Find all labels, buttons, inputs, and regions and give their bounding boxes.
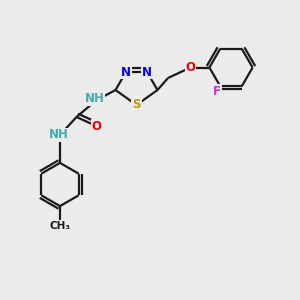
Text: O: O bbox=[185, 61, 196, 74]
Text: NH: NH bbox=[85, 92, 104, 106]
Text: N: N bbox=[142, 65, 152, 79]
Text: S: S bbox=[132, 98, 141, 112]
Text: NH: NH bbox=[49, 128, 68, 142]
Text: F: F bbox=[213, 85, 221, 98]
Text: N: N bbox=[121, 65, 131, 79]
Text: O: O bbox=[92, 119, 102, 133]
Text: CH₃: CH₃ bbox=[50, 220, 70, 231]
